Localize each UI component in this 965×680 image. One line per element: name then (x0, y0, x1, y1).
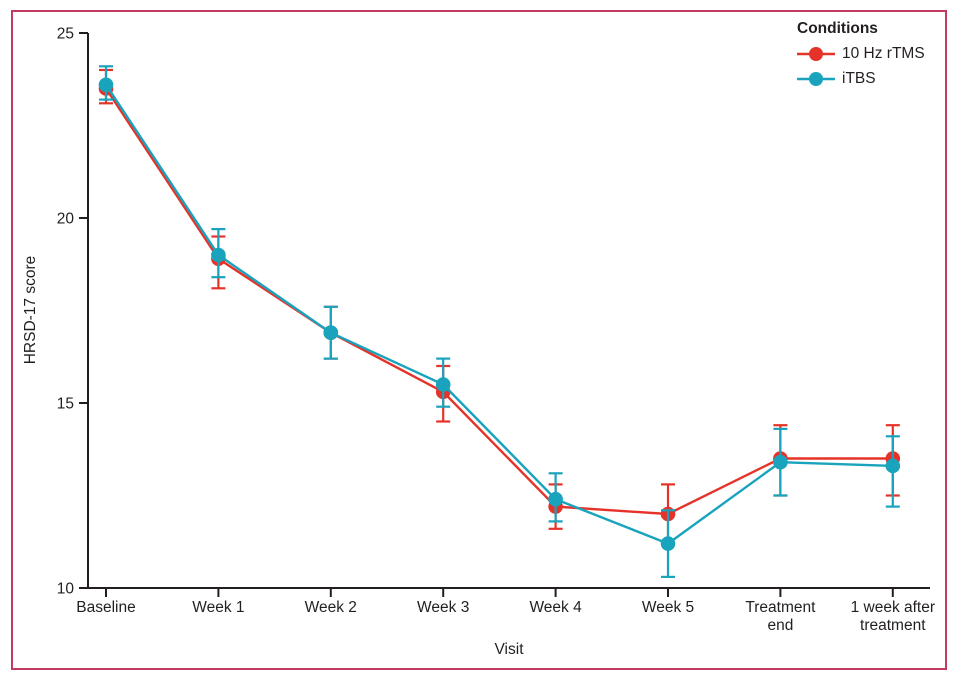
y-axis-title: HRSD-17 score (22, 255, 39, 365)
y-tick-label: 10 (57, 581, 75, 598)
error-bar-itbs (661, 509, 675, 579)
legend: Conditions 10 Hz rTMS iTBS (797, 20, 925, 91)
x-tick-label: Baseline (76, 599, 135, 616)
error-bar-itbs (436, 357, 451, 408)
x-tick-label: Week 1 (192, 599, 244, 616)
axes (79, 32, 930, 597)
error-bar-itbs (773, 427, 788, 497)
legend-item-itbs: iTBS (797, 66, 925, 91)
legend-title: Conditions (797, 20, 878, 37)
itbs-series-marker-icon (797, 71, 835, 86)
y-tick-label: 15 (57, 396, 74, 413)
legend-label-itbs: iTBS (842, 69, 876, 87)
y-tick-label: 20 (57, 211, 75, 228)
y-tick-label: 25 (57, 26, 74, 43)
error-bar-itbs (885, 435, 900, 508)
error-bar-itbs (211, 228, 226, 279)
legend-label-rtms: 10 Hz rTMS (842, 44, 925, 62)
x-tick-label: Week 5 (642, 599, 694, 616)
error-bar-itbs (323, 305, 338, 360)
x-tick-label: 1 week after treatment (851, 599, 935, 634)
error-bar-itbs (548, 472, 563, 523)
x-tick-label: Week 3 (417, 599, 469, 616)
x-tick-label: Week 2 (305, 599, 357, 616)
error-bar-itbs (99, 65, 113, 101)
x-tick-label: Treatment end (745, 599, 816, 634)
x-tick-label: Week 4 (529, 599, 582, 616)
series-itbs (98, 65, 901, 579)
rtms-series-marker-icon (797, 46, 835, 61)
x-axis-title: Visit (494, 641, 524, 658)
legend-item-rtms: 10 Hz rTMS (797, 41, 925, 66)
